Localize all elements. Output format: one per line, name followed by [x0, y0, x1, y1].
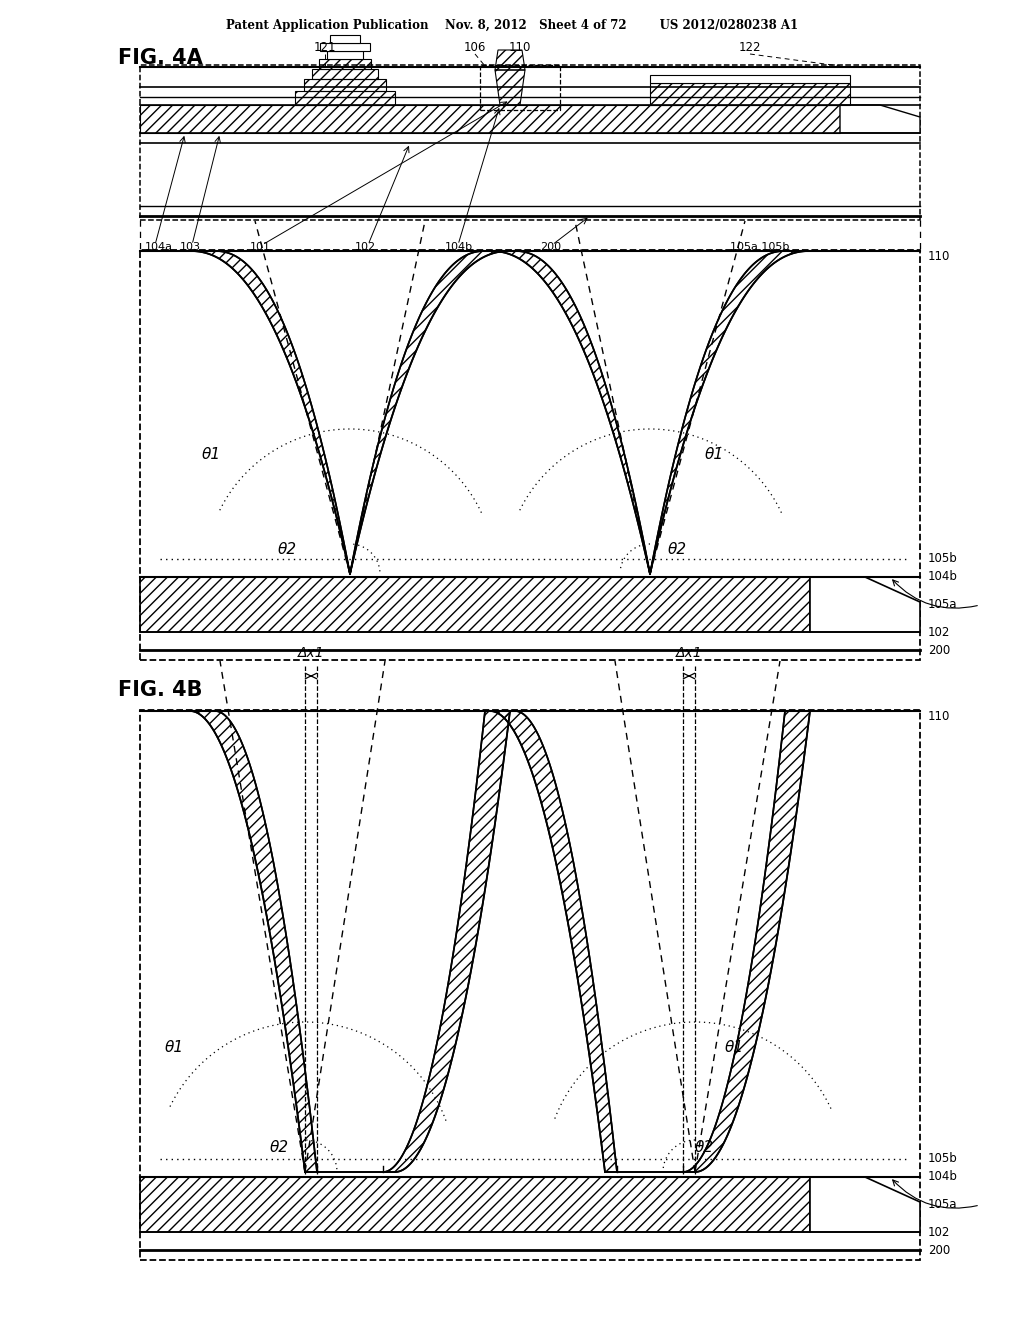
- Text: FIG. 4A: FIG. 4A: [118, 48, 203, 69]
- Bar: [140, 1177, 810, 1232]
- Bar: [650, 83, 850, 106]
- Bar: [650, 75, 850, 83]
- Text: θ2: θ2: [270, 1140, 289, 1155]
- Text: 121: 121: [313, 41, 336, 54]
- Text: 102: 102: [355, 242, 376, 252]
- Text: Δx1: Δx1: [298, 645, 325, 660]
- Bar: [140, 249, 920, 660]
- Text: 102: 102: [928, 626, 950, 639]
- Text: 105a: 105a: [928, 1199, 957, 1212]
- Bar: [140, 577, 810, 632]
- Text: 110: 110: [509, 41, 531, 54]
- Text: 104a: 104a: [145, 242, 173, 252]
- Text: 102: 102: [928, 1225, 950, 1238]
- Text: θ1: θ1: [705, 447, 724, 462]
- Text: θ2: θ2: [668, 543, 687, 557]
- Bar: [140, 106, 840, 133]
- Text: 200: 200: [928, 644, 950, 656]
- Text: 200: 200: [928, 1243, 950, 1257]
- Text: 200: 200: [540, 242, 561, 252]
- Text: 104b: 104b: [928, 570, 957, 583]
- Text: 105a: 105a: [928, 598, 957, 611]
- Text: θ2: θ2: [278, 543, 297, 557]
- Text: θ2: θ2: [695, 1140, 714, 1155]
- Bar: [319, 44, 370, 51]
- Text: θ1: θ1: [165, 1040, 184, 1055]
- Polygon shape: [840, 106, 920, 133]
- Text: 105a 105b: 105a 105b: [730, 242, 790, 252]
- Text: FIG. 4B: FIG. 4B: [118, 680, 203, 700]
- Text: 103: 103: [180, 242, 201, 252]
- Text: 104b: 104b: [928, 1171, 957, 1184]
- Text: 101: 101: [250, 242, 271, 252]
- Text: Patent Application Publication    Nov. 8, 2012   Sheet 4 of 72        US 2012/02: Patent Application Publication Nov. 8, 2…: [226, 18, 798, 32]
- Text: 104b: 104b: [445, 242, 473, 252]
- Text: θ1: θ1: [725, 1040, 744, 1055]
- Text: 110: 110: [928, 710, 950, 722]
- Text: 106: 106: [464, 41, 486, 54]
- Text: θ1: θ1: [202, 447, 221, 462]
- Bar: [295, 91, 395, 106]
- Bar: [304, 79, 386, 91]
- Bar: [312, 69, 378, 79]
- Bar: [140, 710, 920, 1261]
- Bar: [140, 65, 920, 220]
- Bar: [330, 36, 360, 44]
- Bar: [480, 65, 560, 110]
- Text: 122: 122: [738, 41, 761, 54]
- Bar: [327, 51, 362, 59]
- Polygon shape: [810, 1177, 920, 1232]
- Text: 105b: 105b: [928, 553, 957, 565]
- Text: 110: 110: [928, 249, 950, 263]
- Bar: [319, 59, 371, 69]
- Text: 105b: 105b: [928, 1152, 957, 1166]
- Polygon shape: [810, 577, 920, 632]
- Text: Δx1: Δx1: [676, 645, 702, 660]
